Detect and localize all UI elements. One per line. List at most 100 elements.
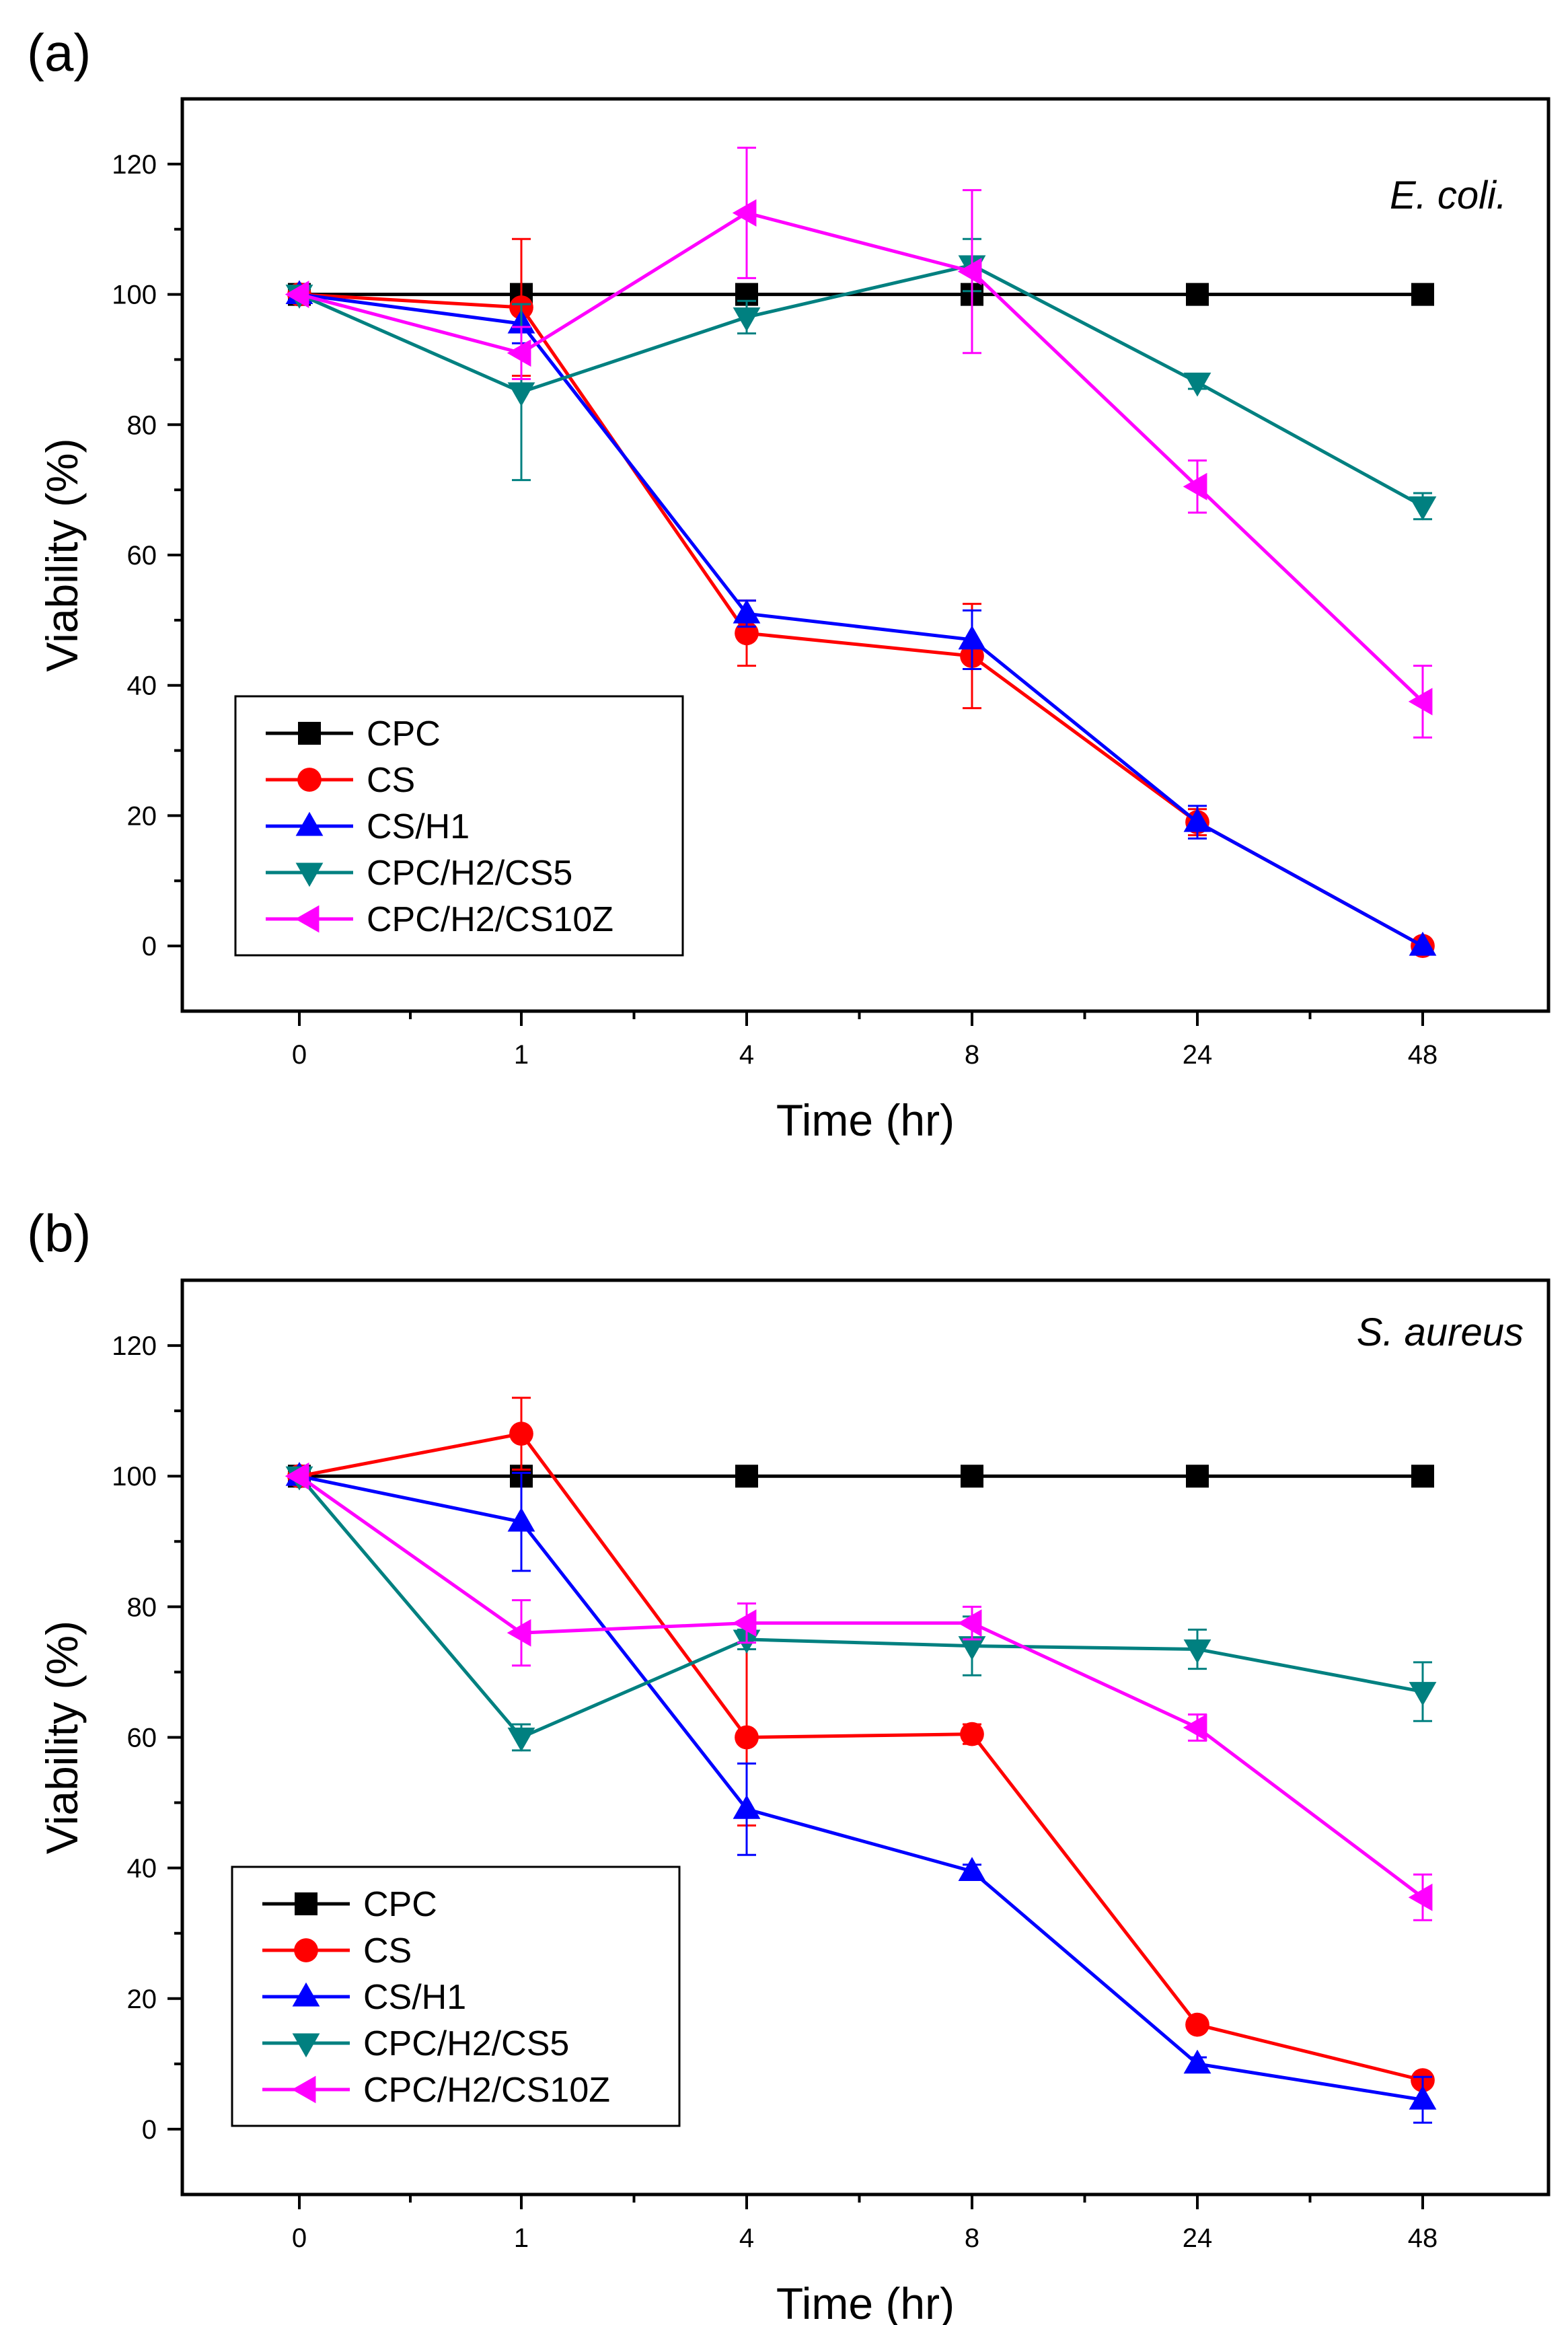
legend-entry: CPC (266, 714, 441, 753)
series-cpc-h2-cs10z (285, 1462, 1433, 1921)
legend-entry: CPC (262, 1885, 437, 1924)
legend: CPC CS CS/H1 CPC/H2/CS5 CPC/H2/CS10Z (231, 1866, 681, 2127)
data-point (732, 199, 757, 227)
legend-marker (295, 905, 320, 933)
data-point (507, 1619, 531, 1647)
legend-marker (297, 768, 322, 792)
y-tick-label: 100 (112, 281, 157, 310)
data-point (958, 625, 986, 650)
data-point (961, 1465, 983, 1488)
legend-label: CPC (367, 714, 441, 753)
x-tick-label: 4 (739, 1040, 754, 1070)
legend-marker (295, 1892, 318, 1915)
x-tick-label: 24 (1183, 2223, 1213, 2253)
series-line (298, 1475, 1424, 1899)
data-point (735, 1725, 759, 1750)
data-point (1411, 1465, 1434, 1488)
series-line (298, 1475, 1423, 1740)
legend-entry: CS (266, 761, 415, 800)
legend-label: CPC (363, 1885, 437, 1924)
legend-entry: CS/H1 (262, 1978, 466, 2017)
data-point (285, 1462, 309, 1490)
legend: CPC CS CS/H1 CPC/H2/CS5 CPC/H2/CS10Z (234, 695, 684, 957)
data-point (509, 1422, 533, 1446)
y-tick-label: 20 (127, 1985, 157, 2014)
legend-entry: CPC/H2/CS5 (262, 2024, 569, 2063)
data-point (1183, 472, 1207, 501)
y-tick-label: 40 (127, 1854, 157, 1884)
x-axis-title: Time (hr) (776, 2279, 955, 2325)
data-point (1408, 688, 1433, 716)
legend-label: CPC/H2/CS5 (367, 854, 572, 893)
x-tick-label: 0 (292, 2223, 307, 2253)
x-tick-label: 1 (514, 1040, 529, 1070)
y-tick-label: 60 (127, 1724, 157, 1753)
x-tick-label: 4 (739, 2223, 754, 2253)
legend-label: CPC/H2/CS5 (363, 2024, 569, 2063)
x-tick-label: 8 (965, 2223, 979, 2253)
legend-label: CS/H1 (363, 1978, 466, 2017)
y-tick-label: 120 (112, 1331, 157, 1361)
y-axis-title: Viability (%) (37, 438, 87, 671)
data-point (733, 307, 761, 332)
y-tick-label: 60 (127, 541, 157, 570)
data-point (957, 258, 982, 286)
series-line (299, 293, 1424, 948)
data-point (958, 1857, 986, 1881)
data-point (958, 1636, 986, 1660)
legend-label: CS (363, 1931, 412, 1970)
y-tick-label: 100 (112, 1462, 157, 1491)
y-tick-label: 80 (127, 1592, 157, 1622)
organism-label: E. coli. (1390, 174, 1507, 217)
data-point (1183, 1639, 1211, 1664)
x-tick-label: 1 (514, 2223, 529, 2253)
panel-label: (a) (27, 23, 91, 82)
series-cpc (288, 1465, 1434, 1488)
legend-label: CS/H1 (367, 807, 470, 846)
series-line (299, 211, 1424, 703)
series-line (299, 1474, 1423, 2102)
data-point (957, 1609, 982, 1637)
series-cpc-h2-cs10z (285, 147, 1433, 739)
legend-entry: CPC/H2/CS5 (266, 854, 572, 893)
data-point (1183, 2049, 1211, 2074)
data-point (1408, 1883, 1433, 1911)
legend-label: CS (367, 761, 415, 800)
data-point (1409, 931, 1437, 956)
y-tick-label: 0 (142, 2115, 157, 2145)
x-tick-label: 48 (1408, 2223, 1438, 2253)
series-line (298, 263, 1424, 508)
legend-marker (298, 722, 321, 745)
data-point (507, 339, 531, 367)
data-point (1185, 2012, 1209, 2037)
data-point (507, 382, 535, 407)
data-point (285, 281, 309, 308)
legend-label: CPC/H2/CS10Z (363, 2071, 610, 2110)
legend-marker (295, 862, 324, 887)
legend-label: CPC/H2/CS10Z (367, 900, 613, 939)
x-tick-label: 24 (1183, 1040, 1213, 1070)
panel-label: (b) (27, 1204, 91, 1263)
data-point (1183, 807, 1211, 832)
legend-marker (292, 2033, 320, 2058)
x-tick-label: 8 (965, 1040, 979, 1070)
legend-marker (292, 1982, 320, 2007)
data-point (1183, 372, 1211, 397)
data-point (733, 1795, 761, 1819)
legend-marker (294, 1938, 318, 1962)
x-tick-label: 0 (292, 1040, 307, 1070)
x-tick-label: 48 (1408, 1040, 1438, 1070)
data-point (1411, 283, 1434, 306)
legend-marker (291, 2075, 316, 2104)
data-point (960, 1722, 984, 1746)
data-point (1183, 1713, 1207, 1742)
y-tick-label: 0 (142, 932, 157, 961)
series-line (299, 1432, 1423, 2082)
data-point (733, 599, 761, 624)
data-point (507, 1728, 535, 1752)
data-point (1409, 1682, 1437, 1706)
data-point (1186, 283, 1209, 306)
